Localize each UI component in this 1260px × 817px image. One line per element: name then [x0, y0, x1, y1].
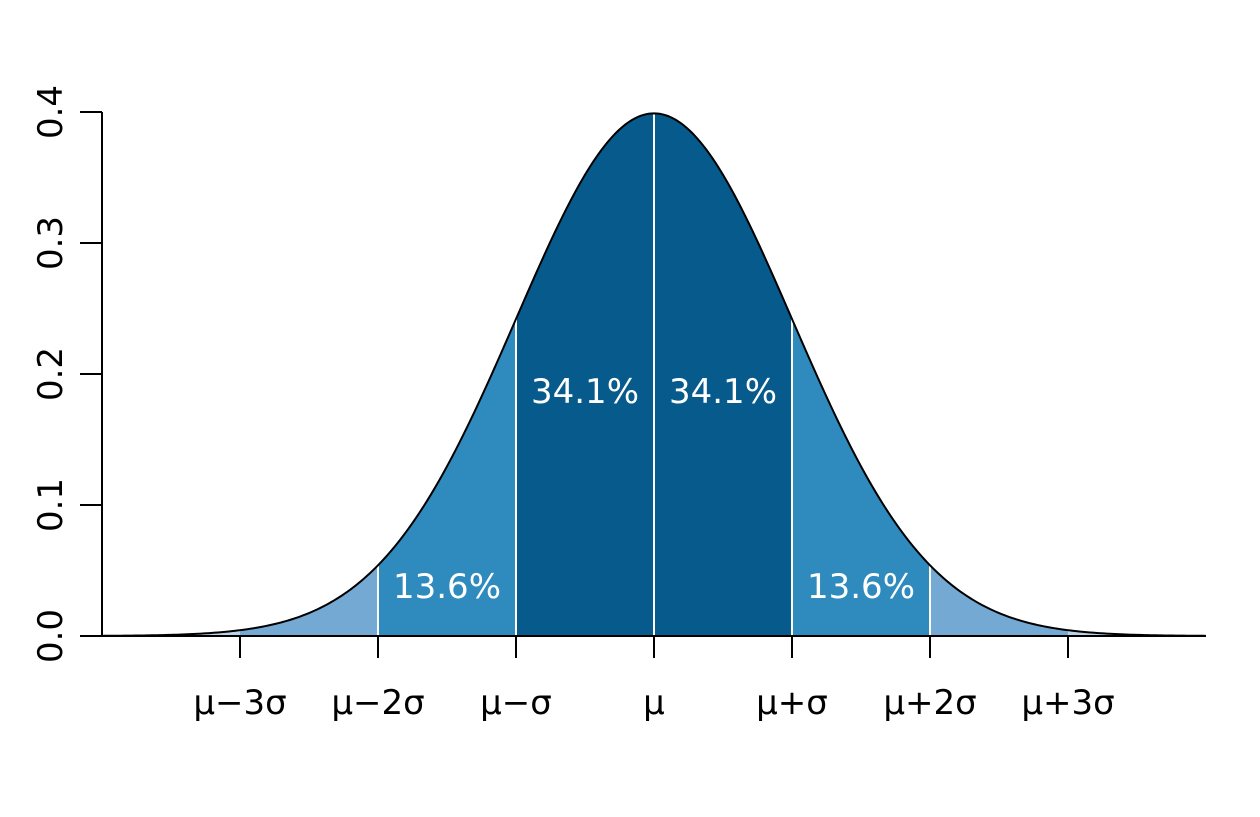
sigma-dividers [377, 113, 931, 636]
region-labels: 13.6% 34.1% 34.1% 13.6% [393, 372, 915, 607]
region-label-3: 34.1% [669, 372, 777, 412]
y-tick-label-4: 0.4 [31, 85, 71, 139]
region-label-2: 34.1% [531, 372, 639, 412]
region-3 [654, 113, 792, 636]
y-axis-ticks: 0.0 0.1 0.2 0.3 0.4 [31, 85, 102, 663]
x-tick-label-6: μ+3σ [1021, 683, 1114, 723]
tail-region-right [1068, 630, 1206, 636]
tail-region-left [102, 630, 240, 636]
region-label-4: 13.6% [807, 567, 915, 607]
x-tick-label-2: μ−σ [480, 683, 552, 723]
region-2 [516, 113, 654, 636]
density-curve [101, 112, 1207, 637]
y-tick-label-0: 0.0 [31, 609, 71, 663]
y-tick-label-3: 0.3 [31, 216, 71, 270]
y-tick-label-1: 0.1 [31, 478, 71, 532]
x-tick-label-1: μ−2σ [331, 683, 424, 723]
region-label-1: 13.6% [393, 567, 501, 607]
x-axis-ticks: μ−3σ μ−2σ μ−σ μ μ+σ μ+2σ μ+3σ [193, 636, 1115, 723]
region-5 [930, 565, 1068, 636]
x-tick-label-3: μ [643, 683, 665, 723]
region-0 [240, 565, 378, 636]
x-tick-label-4: μ+σ [756, 683, 828, 723]
x-tick-label-5: μ+2σ [883, 683, 976, 723]
x-tick-label-0: μ−3σ [193, 683, 286, 723]
y-tick-label-2: 0.2 [31, 347, 71, 401]
